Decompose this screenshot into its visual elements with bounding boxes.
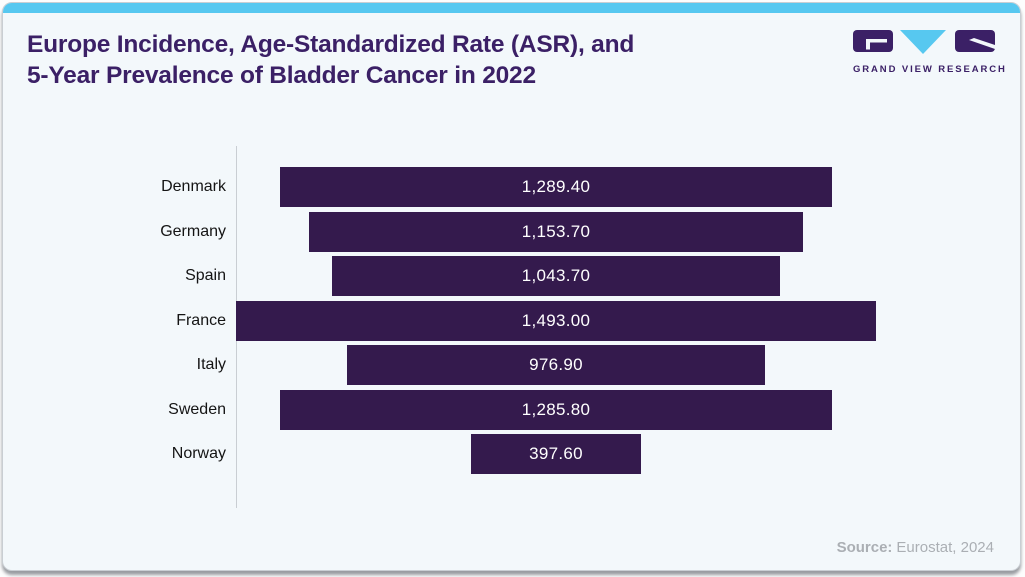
bar-track: 1,493.00 <box>236 300 876 341</box>
page-title: Europe Incidence, Age-Standardized Rate … <box>27 29 634 91</box>
bar-value-label: 1,289.40 <box>521 177 591 196</box>
bar-spain: 1,043.70 <box>332 256 780 296</box>
logo-r-icon <box>955 30 995 52</box>
category-label: France <box>176 311 226 329</box>
bar-value-label: 1,153.70 <box>521 221 591 241</box>
chart-row: Italy 976.90 <box>3 345 1020 385</box>
bar-france: 1,493.00 <box>236 300 876 341</box>
category-label: Sweden <box>168 400 226 418</box>
bar-norway: 397.60 <box>470 434 642 474</box>
bar-italy: 976.90 <box>346 345 766 385</box>
bar-denmark: 1,289.40 <box>279 167 833 207</box>
chart-row: Denmark 1,289.40 <box>3 167 1020 207</box>
gvr-logo: GRAND VIEW RESEARCH <box>853 30 1007 75</box>
bar-track: 1,153.70 <box>236 211 876 252</box>
logo-v-icon <box>900 30 946 54</box>
bar-track: 1,043.70 <box>236 256 876 296</box>
source-label: Source: <box>836 539 893 556</box>
bar-value-label: 397.60 <box>529 444 583 463</box>
category-label: Germany <box>160 222 226 240</box>
chart-row: Spain 1,043.70 <box>3 256 1020 296</box>
chart-row: Sweden 1,285.80 <box>3 389 1020 430</box>
bar-value-label: 1,285.80 <box>521 399 591 419</box>
bar-sweden: 1,285.80 <box>280 389 832 430</box>
source-note: Source: Eurostat, 2024 <box>837 539 994 556</box>
bar-track: 976.90 <box>236 345 876 385</box>
bar-value-label: 1,043.70 <box>521 266 591 285</box>
title-line-2: 5-Year Prevalence of Bladder Cancer in 2… <box>27 62 536 89</box>
source-value: Eurostat, 2024 <box>896 539 994 556</box>
top-accent-bar <box>3 3 1020 13</box>
bar-value-label: 976.90 <box>529 355 583 374</box>
category-label: Norway <box>171 445 226 462</box>
chart-row: Norway 397.60 <box>3 434 1020 474</box>
bar-chart: Denmark 1,289.40 Germany 1,153.70 Spain 1,043… <box>3 3 1020 570</box>
bar-value-label: 1,493.00 <box>521 310 591 330</box>
category-label: Denmark <box>161 178 226 195</box>
bar-track: 397.60 <box>236 434 876 474</box>
gvr-logo-marks <box>853 30 995 54</box>
chart-row: Germany 1,153.70 <box>3 211 1020 252</box>
category-label: Italy <box>196 356 226 373</box>
bar-germany: 1,153.70 <box>308 211 804 252</box>
bar-track: 1,289.40 <box>236 167 876 207</box>
logo-wordmark: GRAND VIEW RESEARCH <box>853 64 1007 75</box>
logo-g-icon <box>853 30 893 52</box>
title-line-1: Europe Incidence, Age-Standardized Rate … <box>27 31 635 58</box>
chart-row: France 1,493.00 <box>3 300 1020 341</box>
category-label: Spain <box>185 267 226 284</box>
bar-track: 1,285.80 <box>236 389 876 430</box>
